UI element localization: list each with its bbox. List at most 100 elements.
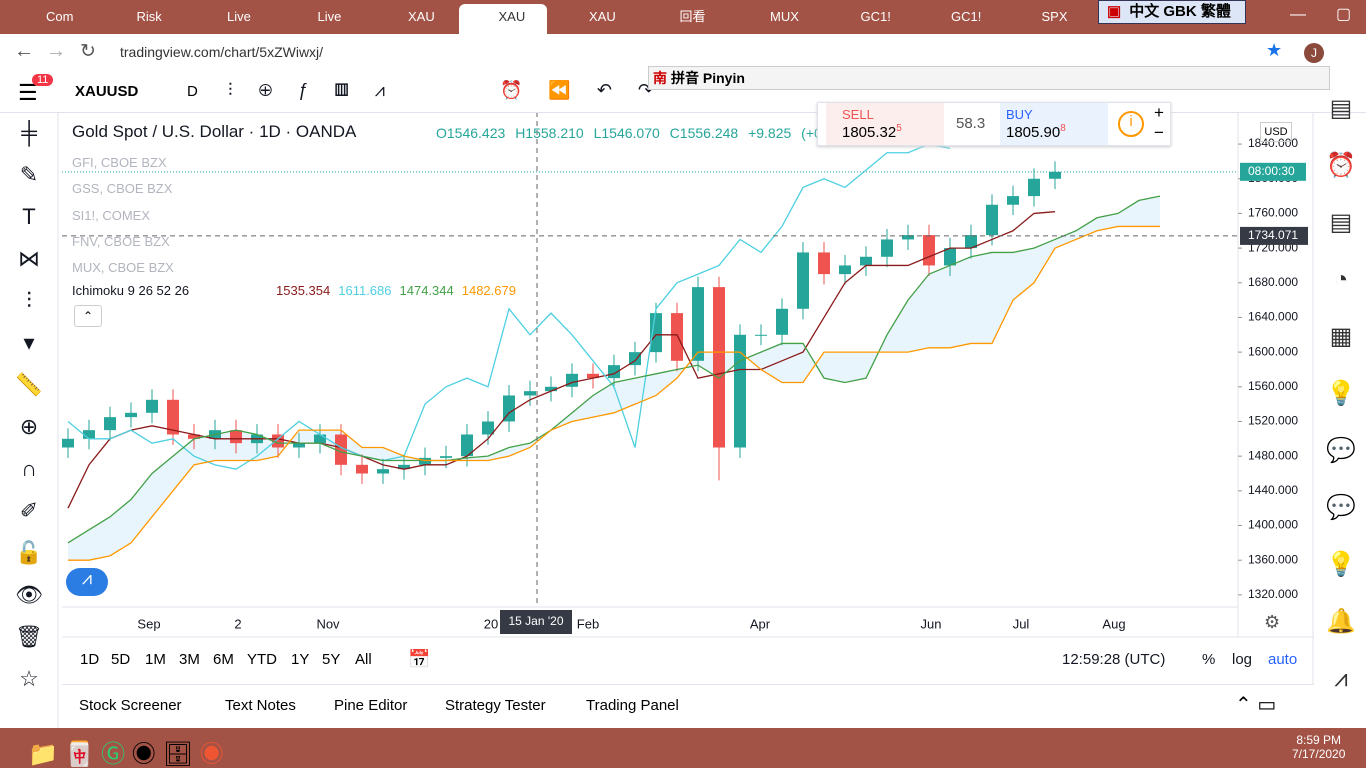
range[interactable]: 1Y: [291, 651, 310, 668]
buy-price: 1805.90: [1006, 124, 1061, 141]
tab[interactable]: Live: [227, 9, 251, 24]
tab[interactable]: XAU: [408, 9, 435, 24]
range[interactable]: 6M: [213, 651, 234, 668]
sell-button[interactable]: SELL 1805.325: [826, 103, 944, 145]
candle-body: [188, 434, 200, 439]
x-tick-label: Aug: [1102, 616, 1125, 631]
clock: 12:59:28 (UTC): [1062, 651, 1166, 668]
panel-tab[interactable]: Trading Panel: [586, 697, 679, 714]
bookmark[interactable]: ★: [1266, 40, 1283, 60]
tab[interactable]: Live: [317, 9, 342, 24]
candle-body: [503, 395, 515, 422]
candle-body: [671, 313, 683, 361]
panel-tab[interactable]: Strategy Tester: [445, 697, 546, 714]
candle-body: [356, 464, 368, 474]
y-tick-label: 1440.000: [1248, 483, 1298, 497]
order-panel: SELL 1805.325 58.3 BUY 1805.908 i + −: [817, 102, 1171, 146]
log[interactable]: log: [1232, 651, 1253, 668]
taskbar-apps[interactable]: 📁 🀄 Ⓖ ◉ 🗄 ◉: [28, 741, 224, 768]
tray-time: 8:59 PM: [1296, 733, 1342, 747]
window-controls[interactable]: —▢✕: [1290, 6, 1366, 23]
y-tick-label: 1640.000: [1248, 310, 1298, 324]
y-tick-label: 1400.000: [1248, 518, 1298, 532]
range[interactable]: 1D: [80, 651, 100, 668]
range[interactable]: 5Y: [322, 651, 341, 668]
back[interactable]: ←: [14, 40, 34, 62]
x-tick-label: Feb: [577, 616, 599, 631]
collapse[interactable]: ⌃: [74, 305, 102, 327]
tv-logo[interactable]: ⩘: [66, 568, 108, 596]
tab[interactable]: Risk: [136, 9, 162, 24]
tray-clock: 8:59 PM 7/17/2020: [1292, 733, 1345, 761]
panel-tab[interactable]: Pine Editor: [334, 697, 408, 714]
panel-tab[interactable]: Text Notes: [225, 697, 296, 714]
profile[interactable]: J: [1304, 43, 1324, 63]
x-tick-label: 2: [234, 616, 241, 631]
currency[interactable]: USD: [1260, 122, 1292, 142]
crosshair-date-tag: [500, 610, 572, 634]
maximize[interactable]: ⌃ ▭: [1235, 694, 1277, 716]
menu[interactable]: ☰: [18, 80, 38, 105]
range[interactable]: 1M: [145, 651, 166, 668]
crosshair-tag: [1240, 226, 1308, 245]
candle-body: [524, 391, 536, 396]
candle-body: [692, 287, 704, 361]
tab[interactable]: MUX: [770, 9, 799, 24]
symbol[interactable]: XAUUSD: [75, 83, 139, 100]
ime-status: ▣ 中文 GBK 繁體: [1098, 0, 1246, 24]
interval[interactable]: D: [187, 83, 198, 100]
settings[interactable]: ⚙: [1264, 612, 1281, 632]
candle-body: [419, 457, 431, 465]
ohlc-close: C1556.248: [669, 125, 739, 141]
candle-body: [62, 438, 74, 448]
tool-icons[interactable]: ⏰⏪↶↷: [500, 80, 679, 100]
overlay: MUX, CBOE BZX: [72, 260, 174, 276]
readout: 1535.354: [276, 283, 331, 298]
range[interactable]: YTD: [247, 651, 277, 668]
ime-label: 中文 GBK 繁體: [1129, 3, 1231, 20]
tool-icons[interactable]: ⫶⊕ƒ▥⩘: [228, 80, 411, 100]
panel-tab[interactable]: Stock Screener: [79, 697, 182, 714]
readout: 1474.344: [399, 283, 454, 298]
candle-body: [587, 373, 599, 379]
candle-body: [314, 434, 326, 444]
candle-body: [440, 456, 452, 458]
info[interactable]: i: [1118, 111, 1144, 137]
candle-body: [167, 399, 179, 435]
forward[interactable]: →: [46, 40, 66, 62]
tab[interactable]: Com: [46, 9, 74, 24]
reload[interactable]: ↻: [80, 41, 96, 62]
tab[interactable]: SPX: [1041, 9, 1068, 24]
right-toolbar[interactable]: ▤ ⏰ ▤ ◔ ▦ 💡 💬 💬 💡 🔔 ⩘: [1326, 95, 1356, 692]
tab[interactable]: XAU: [458, 4, 547, 34]
ime-text: 拼音 Pinyin: [671, 70, 745, 86]
x-tick-label: Nov: [316, 616, 340, 631]
range[interactable]: 5D: [111, 651, 131, 668]
sell-price: 1805.32: [842, 124, 897, 141]
range[interactable]: 3M: [179, 651, 200, 668]
indicator-readouts: 1535.354 1611.686 1474.344 1482.679: [276, 283, 524, 298]
url[interactable]: tradingview.com/chart/5xZWiwxj/: [120, 44, 324, 60]
legend-title: Gold Spot / U.S. Dollar · 1D · OANDA: [72, 122, 357, 141]
tab[interactable]: 回看: [679, 9, 706, 24]
indicator-name: Ichimoku 9 26 52 26: [72, 283, 190, 298]
tab[interactable]: GC1!: [860, 9, 891, 24]
auto[interactable]: auto: [1268, 651, 1298, 668]
buy-button[interactable]: BUY 1805.908: [1000, 103, 1108, 145]
range[interactable]: All: [355, 651, 372, 668]
plus-minus[interactable]: + −: [1154, 103, 1164, 142]
tab[interactable]: GC1!: [951, 9, 982, 24]
goto-date[interactable]: 📅: [408, 649, 431, 669]
candle-body: [860, 256, 872, 266]
tab[interactable]: XAU: [589, 9, 616, 24]
candle-body: [272, 434, 284, 448]
candle-body: [545, 386, 557, 392]
drawing-tools[interactable]: ╪ ✎ T ⋈ ⫶ ▾ 📏 ⊕ ∩ ✐ 🔓 👁 🗑 ☆: [15, 120, 43, 691]
percent[interactable]: %: [1202, 651, 1216, 668]
candle-body: [839, 265, 851, 275]
badge: 11: [32, 74, 54, 86]
y-tick-label: 1680.000: [1248, 275, 1298, 289]
buy-label: BUY: [1006, 107, 1033, 122]
